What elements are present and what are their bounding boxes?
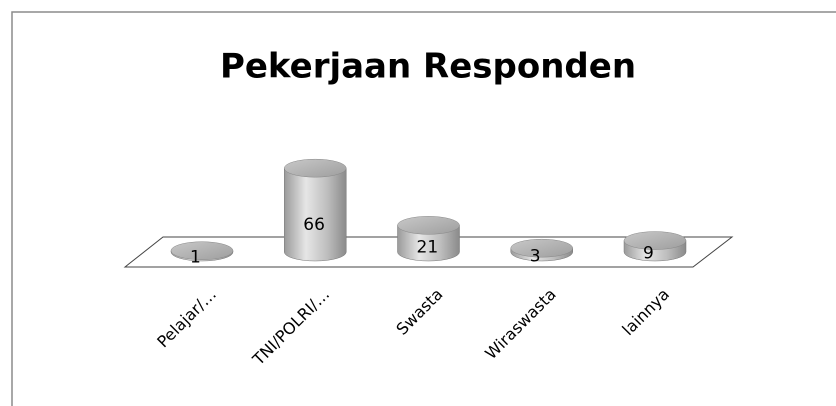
bar xyxy=(623,231,687,262)
value-label: 3 xyxy=(530,247,541,267)
value-label: 21 xyxy=(417,238,439,258)
bar-top xyxy=(284,158,347,178)
chart-border xyxy=(11,11,836,406)
value-label: 1 xyxy=(190,248,201,268)
value-label: 66 xyxy=(303,215,325,235)
bar xyxy=(170,241,234,262)
bar-top xyxy=(170,241,234,260)
bar-body xyxy=(284,167,347,262)
value-label: 9 xyxy=(643,244,654,264)
bar-top xyxy=(623,231,687,250)
bar-body xyxy=(397,225,460,262)
chart-title: Pekerjaan Responden xyxy=(220,47,636,87)
bar xyxy=(397,216,460,262)
bar-top xyxy=(397,216,460,235)
bar-top xyxy=(510,238,573,258)
bar xyxy=(284,158,347,262)
bar xyxy=(510,238,573,262)
